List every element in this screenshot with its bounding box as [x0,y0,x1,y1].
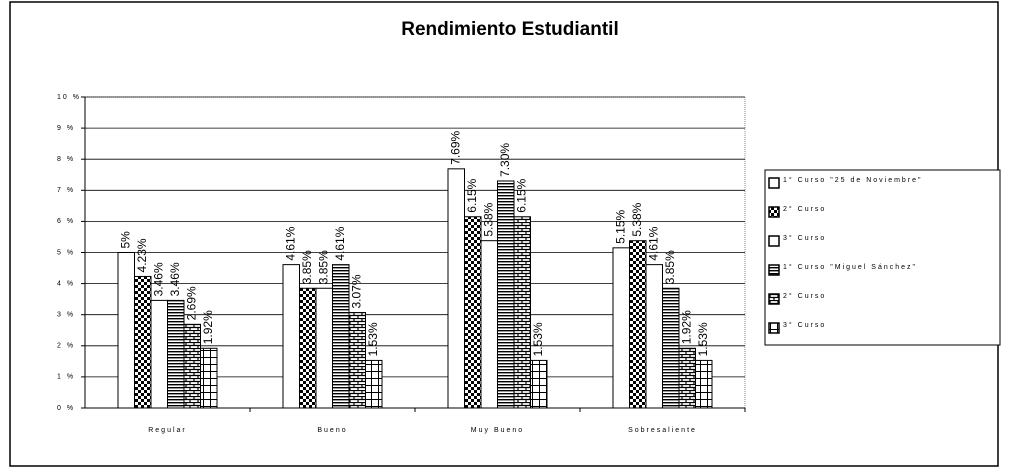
legend-swatch [768,293,780,305]
y-tick-label: 5 % [57,249,75,256]
bar [200,347,218,409]
y-tick-label: 0 % [57,405,75,412]
bar [282,264,300,409]
bar [117,252,135,409]
value-label: 4.61% [646,226,660,260]
value-label: 3.46% [151,262,165,296]
bar [299,287,317,409]
value-label: 5% [118,231,132,249]
bar [134,275,152,409]
value-label: 1.92% [679,310,693,344]
value-label: 3.85% [663,250,677,284]
legend-swatch [768,264,780,276]
value-label: 4.23% [135,238,149,272]
value-label: 3.07% [349,274,363,308]
value-label: 7.69% [448,130,462,164]
y-tick-label: 2 % [57,343,75,350]
bar [150,299,168,409]
y-tick-label: 3 % [57,312,75,319]
value-label: 4.61% [333,226,347,260]
value-label: 1.53% [696,322,710,356]
bar [365,359,383,409]
bar [612,247,630,409]
bar [332,264,350,409]
bar [530,359,548,409]
value-label: 5.15% [613,209,627,243]
bar [645,264,663,409]
bar [183,323,201,409]
legend-label: 3° Curso [783,321,826,329]
legend-label: 3° Curso [783,234,826,242]
bar [629,240,647,409]
legend-swatch [768,206,780,218]
value-label: 5.38% [481,202,495,236]
value-label: 1.92% [201,310,215,344]
value-label: 6.15% [514,178,528,212]
chart-title: Rendimiento Estudiantil [401,19,618,40]
legend-label: 1° Curso "25 de Noviembre" [783,176,923,184]
x-tick-label: Sobresaliente [628,427,697,434]
bar [480,240,498,409]
value-label: 5.38% [630,202,644,236]
y-tick-label: 8 % [57,156,75,163]
y-tick-label: 9 % [57,125,75,132]
value-label: 1.53% [531,322,545,356]
value-label: 4.61% [283,226,297,260]
y-tick-label: 10 % [57,94,81,101]
bar [513,216,531,409]
bar [695,359,713,409]
x-tick-label: Bueno [317,427,347,434]
legend-label: 2° Curso [783,292,826,300]
value-label: 6.15% [465,178,479,212]
legend-label: 2° Curso [783,205,826,213]
value-label: 7.30% [498,143,512,177]
x-tick-label: Regular [148,427,187,434]
bar [464,216,482,409]
legend-box [764,169,1001,346]
bar [678,347,696,409]
legend-label: 1° Curso "Miguel Sánchez" [783,263,917,271]
bar [447,168,465,409]
legend-swatch [768,235,780,247]
y-tick-label: 4 % [57,280,75,287]
y-tick-label: 7 % [57,187,75,194]
bar [315,287,333,409]
legend-swatch [768,177,780,189]
legend-swatch [768,322,780,334]
bar [662,287,680,409]
y-tick-label: 6 % [57,218,75,225]
bar [348,312,366,409]
bar [167,299,185,409]
value-label: 3.46% [168,262,182,296]
y-tick-label: 1 % [57,374,75,381]
value-label: 3.85% [316,250,330,284]
value-label: 1.53% [366,322,380,356]
value-label: 2.69% [184,286,198,320]
x-tick-label: Muy Bueno [471,427,524,434]
value-label: 3.85% [300,250,314,284]
bar [497,180,515,409]
